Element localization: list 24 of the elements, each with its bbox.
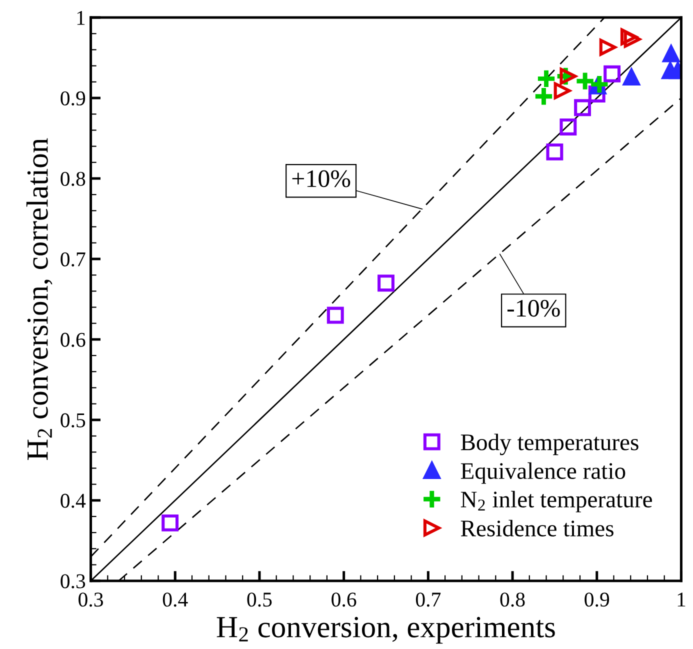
y-tick-label: 0.4 [60,494,86,508]
x-tick-label: 0.3 [78,592,103,607]
y-tick-label: 0.9 [60,91,86,106]
x-axis-title: H$_{2}$ conversion, experiments [216,616,555,644]
y-tick-label: 0.5 [60,413,86,428]
legend-label: Equivalence ratio [460,462,626,484]
x-tick-label: 0.7 [416,592,441,607]
annotation: +10% [292,170,350,188]
legend-label: Body temperatures [460,434,638,456]
y-tick-label: 0.3 [60,574,86,588]
x-tick-label: 0.6 [332,592,356,607]
annotation: -10% [507,300,560,317]
y-tick-label: 0.6 [60,332,86,347]
x-tick-label: 0.4 [162,592,188,607]
x-tick-label: 0.5 [247,592,272,607]
y-axis-title: H$_{2}$ conversion, correlation [26,138,52,460]
x-tick-label: 0.8 [500,592,525,607]
x-tick-label: 0.9 [584,592,610,607]
x-tick-label: 1 [678,592,686,606]
y-tick-label: 1 [77,11,85,25]
legend-label: N$_{2}$ inlet temperature [460,490,652,512]
legend-label: Residence times [460,520,614,536]
y-tick-label: 0.7 [60,252,86,266]
y-tick-label: 0.8 [60,172,86,186]
